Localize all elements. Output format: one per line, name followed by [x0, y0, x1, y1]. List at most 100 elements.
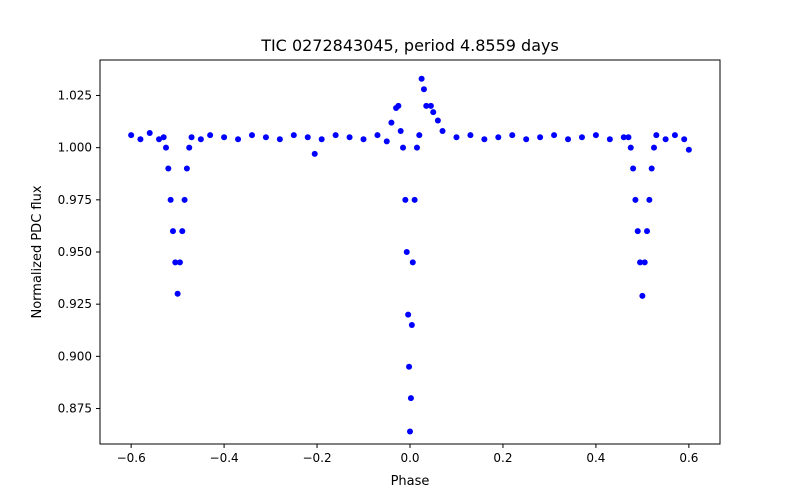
data-point: [176, 259, 183, 266]
data-point: [165, 165, 172, 172]
data-point: [653, 132, 660, 139]
data-point: [634, 228, 641, 235]
data-point: [685, 146, 692, 153]
data-point: [374, 132, 381, 139]
data-point: [188, 134, 195, 141]
x-tick-label: −0.2: [302, 451, 331, 465]
data-point: [167, 196, 174, 203]
y-tick-label: 0.900: [58, 349, 92, 363]
data-point: [551, 132, 558, 139]
data-point: [481, 136, 488, 143]
data-point: [646, 196, 653, 203]
data-point: [418, 75, 425, 82]
data-marks: [128, 75, 692, 435]
data-point: [160, 134, 167, 141]
data-point: [606, 136, 613, 143]
data-point: [630, 165, 637, 172]
data-point: [186, 144, 193, 151]
data-point: [430, 109, 437, 116]
data-point: [565, 136, 572, 143]
x-tick-label: −0.4: [210, 451, 239, 465]
data-point: [467, 132, 474, 139]
data-point: [174, 290, 181, 297]
data-point: [395, 102, 402, 109]
y-tick-label: 0.950: [58, 245, 92, 259]
data-point: [648, 165, 655, 172]
data-point: [332, 132, 339, 139]
data-point: [411, 196, 418, 203]
x-axis-label: Phase: [391, 474, 430, 489]
data-point: [181, 196, 188, 203]
data-point: [453, 134, 460, 141]
data-point: [290, 132, 297, 139]
data-point: [409, 259, 416, 266]
x-tick-label: 0.0: [400, 451, 419, 465]
data-point: [537, 134, 544, 141]
data-point: [413, 144, 420, 151]
data-point: [172, 259, 179, 266]
data-point: [420, 86, 427, 93]
x-tick-label: 0.2: [493, 451, 512, 465]
data-point: [400, 144, 407, 151]
y-tick-label: 0.925: [58, 297, 92, 311]
y-tick-label: 1.000: [58, 141, 92, 155]
data-point: [671, 132, 678, 139]
data-point: [405, 311, 412, 318]
data-point: [397, 127, 404, 134]
x-tick-label: 0.6: [679, 451, 698, 465]
data-point: [221, 134, 228, 141]
data-point: [304, 134, 311, 141]
data-point: [262, 134, 269, 141]
y-axis: 0.875 0.900 0.925 0.950 0.975 1.000 1.025: [58, 88, 100, 416]
data-point: [651, 144, 657, 151]
data-point: [625, 134, 632, 141]
data-point: [137, 136, 144, 143]
x-tick-label: 0.4: [586, 451, 605, 465]
data-point: [662, 136, 669, 143]
data-point: [495, 134, 502, 141]
data-point: [627, 144, 634, 151]
data-point: [509, 132, 516, 139]
data-point: [346, 134, 353, 141]
x-tick-label: −0.6: [117, 451, 146, 465]
data-point: [416, 132, 423, 139]
x-axis: −0.6 −0.4 −0.2 0.0 0.2 0.4 0.6: [117, 444, 698, 465]
y-tick-label: 0.875: [58, 402, 92, 416]
data-point: [620, 134, 627, 141]
data-point: [644, 228, 651, 235]
data-point: [146, 130, 153, 137]
y-axis-label: Normalized PDC flux: [30, 185, 45, 318]
data-point: [235, 136, 242, 143]
data-point: [402, 196, 409, 203]
data-point: [276, 136, 283, 143]
data-point: [592, 132, 599, 139]
data-point: [637, 259, 644, 266]
data-point: [407, 395, 414, 402]
data-point: [407, 428, 413, 435]
data-point: [406, 363, 413, 370]
data-point: [427, 102, 434, 109]
data-point: [183, 165, 190, 172]
data-point: [681, 136, 688, 143]
data-point: [578, 134, 585, 141]
data-point: [163, 144, 169, 151]
data-point: [318, 136, 325, 143]
data-point: [383, 138, 390, 145]
data-point: [641, 259, 648, 266]
data-point: [360, 136, 367, 143]
data-point: [128, 132, 135, 139]
data-point: [523, 136, 530, 143]
chart-title: TIC 0272843045, period 4.8559 days: [260, 36, 559, 55]
data-point: [169, 228, 176, 235]
data-point: [248, 132, 255, 139]
data-point: [388, 119, 395, 126]
data-point: [434, 117, 441, 124]
data-point: [311, 150, 318, 157]
data-point: [423, 102, 430, 109]
data-point: [632, 196, 639, 203]
data-point: [639, 292, 646, 299]
data-point: [207, 132, 214, 139]
